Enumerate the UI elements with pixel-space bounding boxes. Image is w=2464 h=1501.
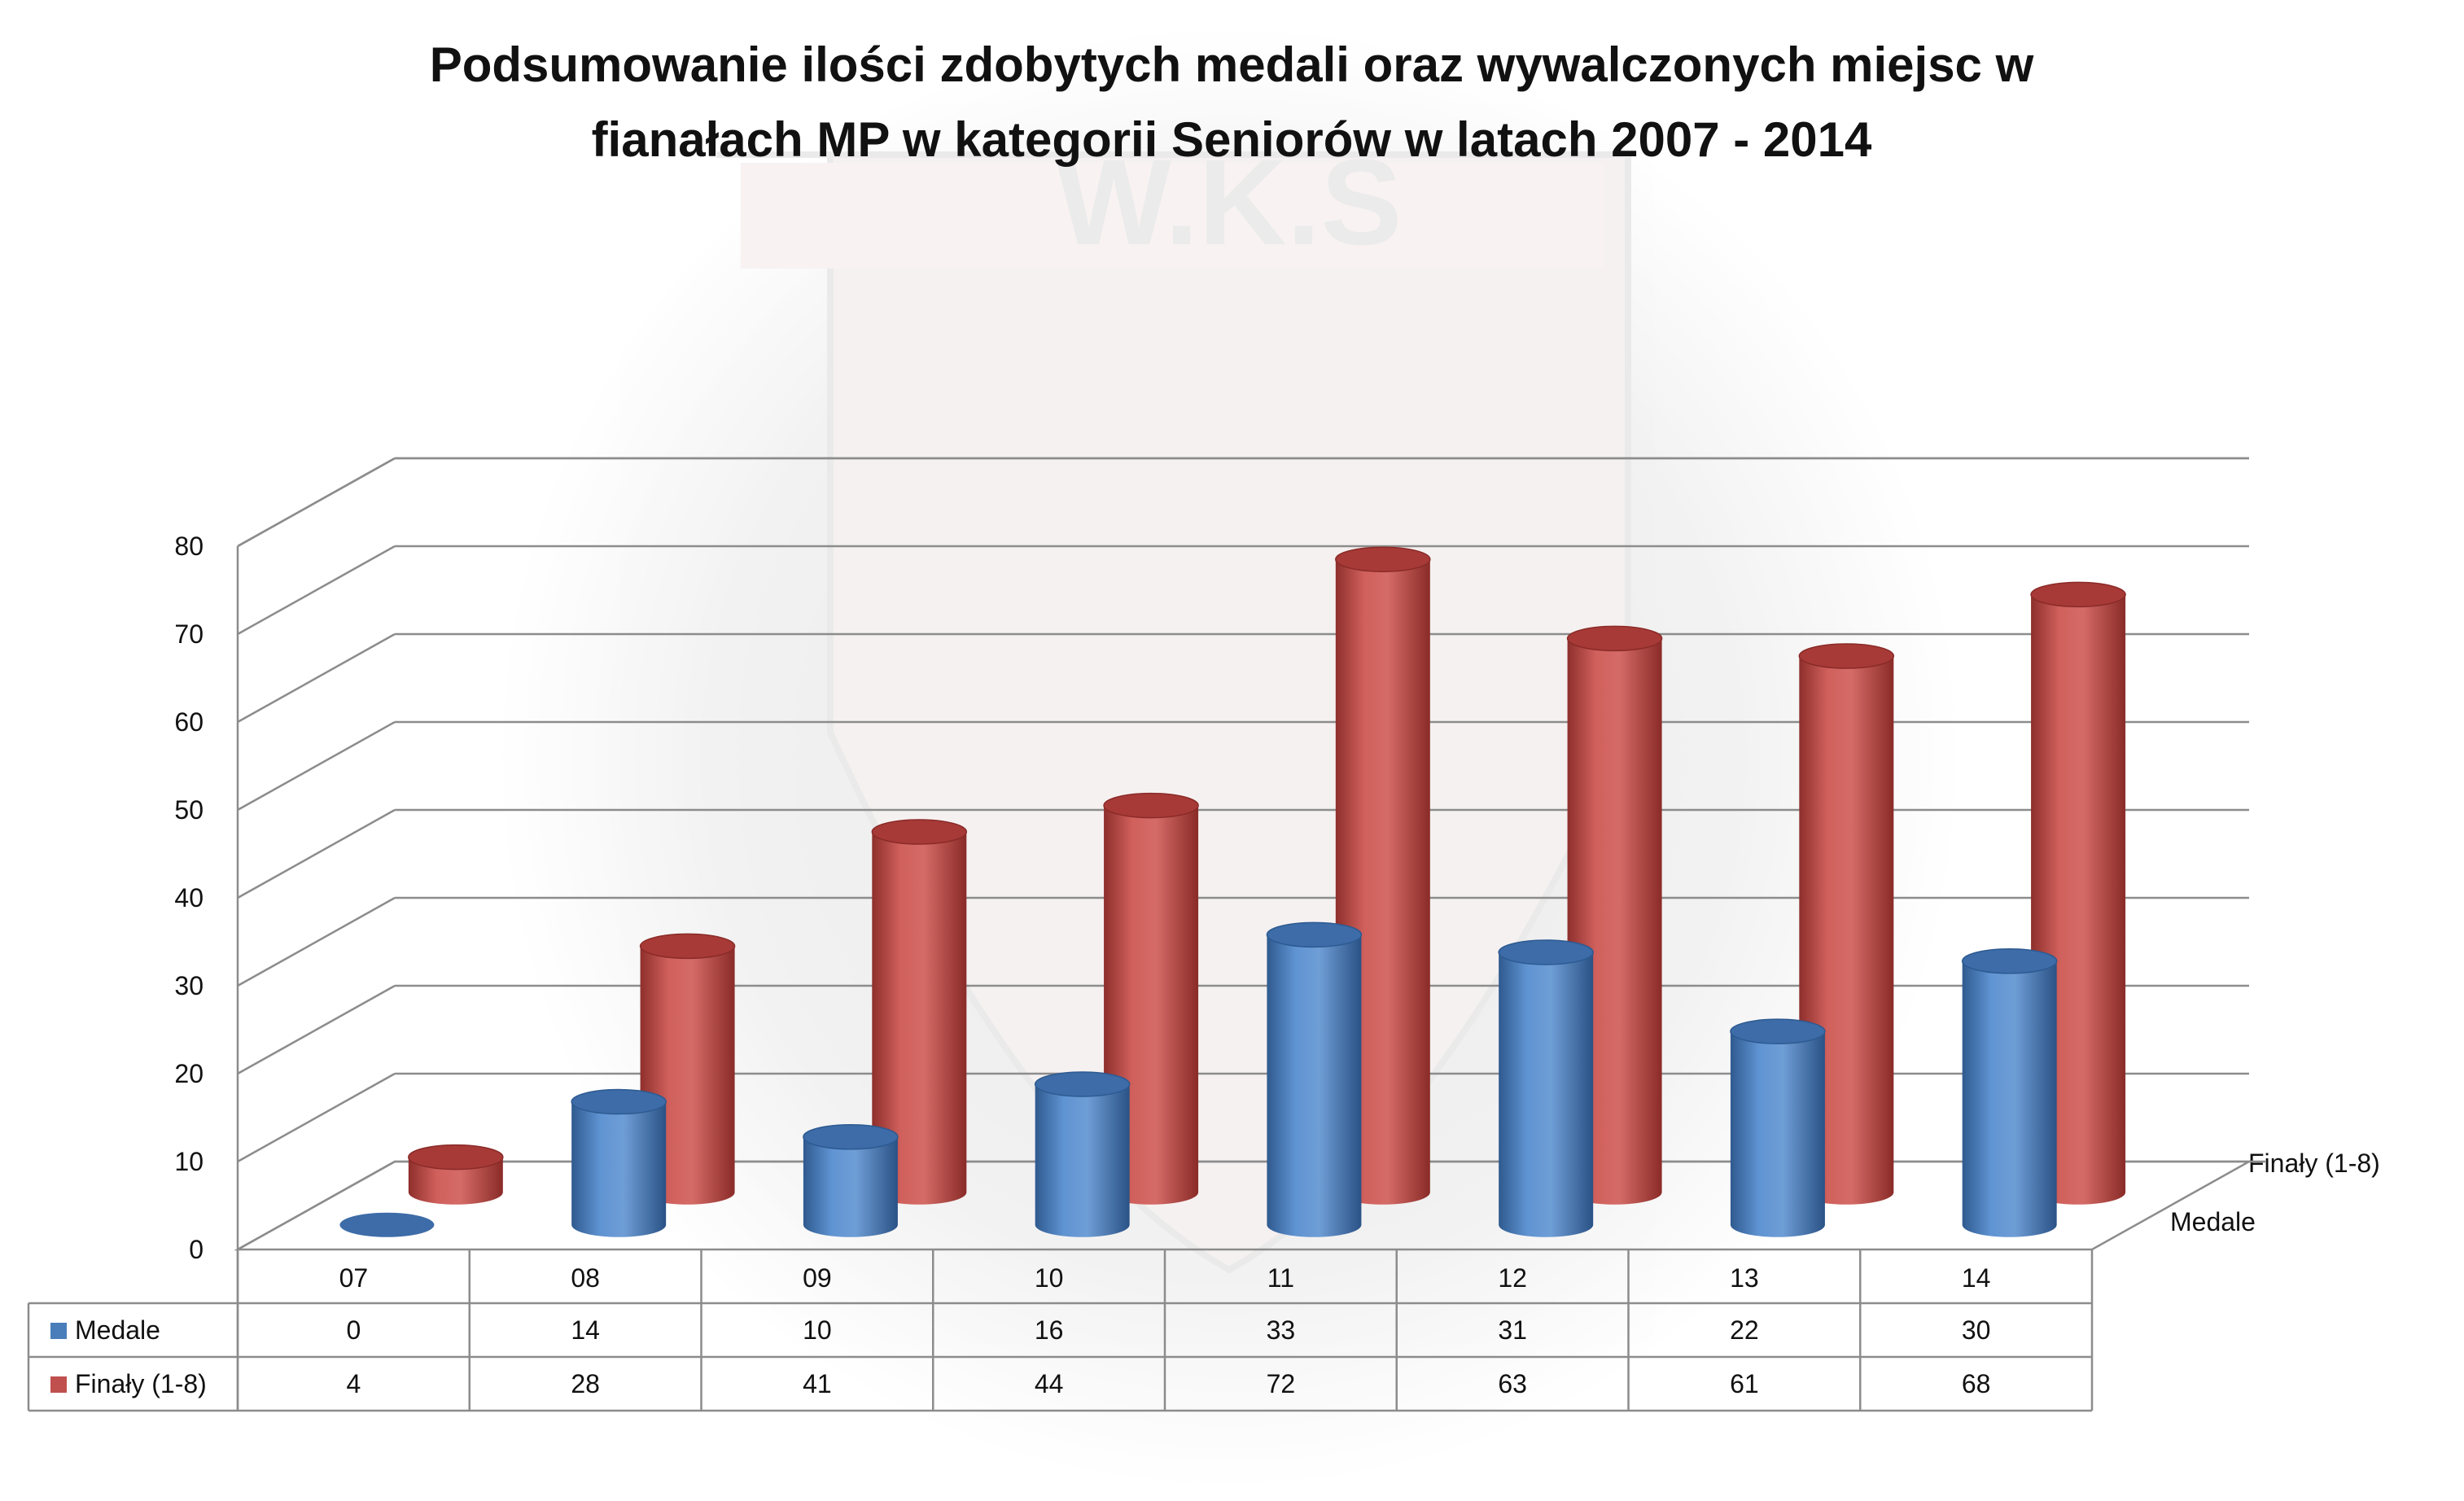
table-cell: 0: [346, 1315, 361, 1345]
y-tick-label: 30: [174, 971, 204, 1000]
bar-body: [1962, 961, 2057, 1237]
bar-top: [871, 819, 968, 845]
table-cell: 16: [1035, 1315, 1064, 1345]
series-label-finaly: Finały (1-8): [2248, 1149, 2380, 1178]
bar-medale-14: [1961, 948, 2058, 1237]
gridline-side: [237, 457, 396, 548]
bar-medale-10: [1034, 1071, 1131, 1237]
x-tick-label: 14: [1962, 1263, 1991, 1293]
gridline-side: [237, 720, 396, 812]
table-cell: 68: [1962, 1369, 1991, 1398]
table-cell: 14: [571, 1315, 600, 1345]
y-tick-label: 40: [174, 883, 204, 912]
bar-top: [639, 933, 736, 960]
bar-medale-13: [1730, 1018, 1826, 1237]
table-cell: 10: [803, 1315, 832, 1345]
y-axis: 0 10 20 30 40 50 60 70 80: [174, 532, 204, 1264]
bar-top: [1961, 948, 2058, 974]
bar-body: [803, 1136, 898, 1237]
table-cell: 22: [1730, 1315, 1759, 1345]
bar-body: [571, 1101, 667, 1237]
legend-swatch: [50, 1323, 67, 1339]
bar-top: [1335, 546, 1431, 572]
bar-top: [2030, 581, 2126, 608]
bar-top: [803, 1124, 899, 1150]
bar-finaly-09: [871, 819, 968, 1205]
bar-body: [1499, 952, 1594, 1237]
x-tick-label: 11: [1267, 1263, 1294, 1293]
x-tick-label: 12: [1498, 1263, 1527, 1293]
y-tick-label: 70: [174, 619, 204, 649]
series-label-medale: Medale: [2170, 1207, 2256, 1236]
bar-medale-07: [339, 1212, 435, 1237]
bar-top: [1498, 939, 1594, 965]
bar-body: [1035, 1083, 1130, 1237]
legend-label: Medale: [75, 1315, 160, 1345]
table-cell: 72: [1267, 1369, 1296, 1398]
bar-medale-09: [803, 1124, 899, 1237]
data-table: 07 08 09 10 11 12 13 14 Medale 0 14 10 16 33 31 22 30 Fin…: [27, 1249, 2094, 1412]
bar-top: [339, 1212, 435, 1237]
table-cell: 63: [1498, 1369, 1527, 1398]
x-tick-label: 08: [571, 1263, 600, 1293]
x-tick-label: 10: [1035, 1263, 1064, 1293]
gridline-side: [237, 545, 396, 636]
legend-label: Finały (1-8): [75, 1369, 207, 1398]
bar-top: [1566, 625, 1663, 652]
bar-top: [1798, 643, 1895, 669]
bar-top: [1034, 1071, 1131, 1097]
table-cell: 4: [346, 1369, 361, 1398]
bar-body: [1730, 1031, 1825, 1237]
y-tick-label: 50: [174, 795, 204, 825]
gridline-side: [237, 984, 396, 1075]
gridline-side: [237, 632, 396, 724]
chart-title-line: Podsumowanie ilości zdobytych medali ora…: [430, 37, 2034, 92]
bar-top: [571, 1088, 667, 1115]
bar-medale-12: [1498, 939, 1594, 1237]
bar-top: [1103, 792, 1199, 819]
bar-medale-11: [1266, 921, 1363, 1237]
x-tick-label: 07: [339, 1263, 369, 1293]
legend-swatch: [50, 1376, 67, 1393]
bar-top: [408, 1144, 504, 1171]
x-tick-label: 09: [803, 1263, 832, 1293]
bar-body: [408, 1157, 503, 1205]
y-tick-label: 10: [174, 1147, 204, 1176]
y-tick-label: 0: [189, 1235, 204, 1264]
chart-title-line: fianałach MP w kategorii Seniorów w lata…: [592, 112, 1872, 167]
table-cell: 28: [571, 1369, 600, 1398]
x-tick-label: 13: [1730, 1263, 1759, 1293]
table-cell: 61: [1730, 1369, 1759, 1398]
bar-body: [1267, 934, 1362, 1237]
bar-finaly-07: [408, 1144, 504, 1205]
table-cell: 44: [1035, 1369, 1064, 1398]
plot-area: Finały (1-8) Medale: [234, 457, 2380, 1251]
bar-medale-08: [571, 1088, 667, 1237]
chart-title: Podsumowanie ilości zdobytych medali ora…: [430, 37, 2034, 167]
bar-top: [1730, 1018, 1826, 1044]
watermark-text: W.K.S: [1056, 133, 1402, 270]
y-tick-label: 20: [174, 1059, 204, 1088]
bar-top: [1266, 921, 1363, 948]
gridline-side: [237, 896, 396, 987]
gridline-side: [237, 808, 396, 899]
gridline-side: [237, 1072, 396, 1163]
table-cell: 30: [1962, 1315, 1991, 1345]
table-cell: 41: [803, 1369, 832, 1398]
table-cell: 33: [1267, 1315, 1296, 1345]
bar-body: [872, 832, 967, 1205]
y-tick-label: 60: [174, 707, 204, 737]
table-cell: 31: [1498, 1315, 1527, 1345]
y-tick-label: 80: [174, 532, 204, 561]
